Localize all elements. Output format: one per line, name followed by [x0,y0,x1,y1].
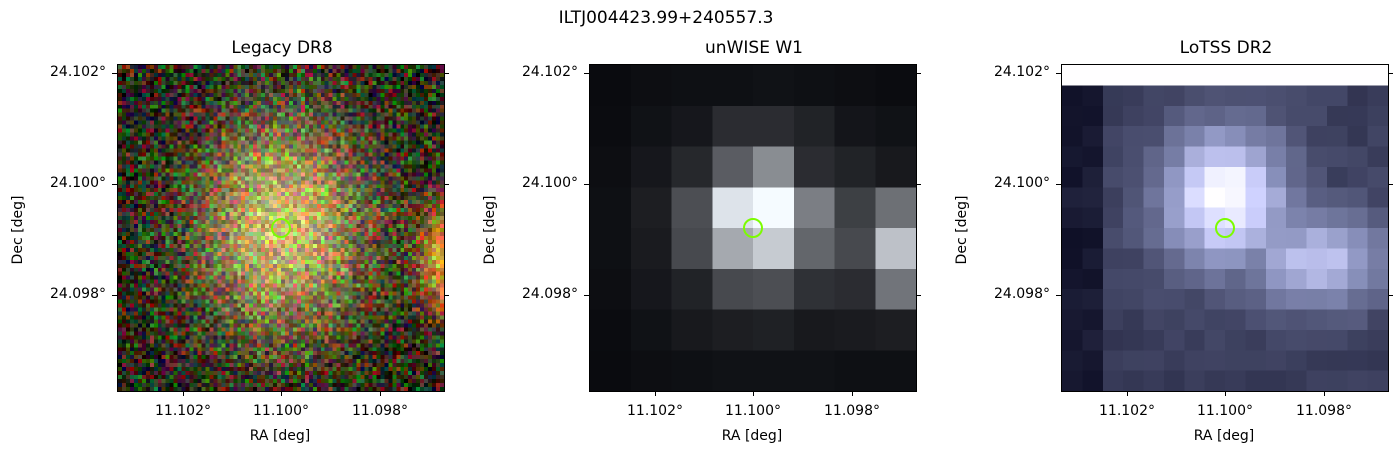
xtick-label: 11.098° [1296,403,1352,419]
xtick-label: 11.102° [627,403,683,419]
ytick-mark [444,73,449,74]
ytick-mark [1056,73,1061,74]
ytick-mark [112,73,117,74]
ytick-label: 24.100° [994,175,1050,191]
ytick-mark [112,295,117,296]
infrared-image [590,65,916,391]
ytick-mark [1056,295,1061,296]
xtick-label: 11.098° [352,403,408,419]
xtick-label: 11.102° [1099,403,1155,419]
xtick-label: 11.102° [155,403,211,419]
ytick-label: 24.100° [50,175,106,191]
xtick-mark [1225,391,1226,396]
ytick-mark [916,184,921,185]
ytick-mark [1056,184,1061,185]
image-frame [1061,64,1389,392]
ytick-label: 24.102° [522,64,578,80]
y-axis-label: Dec [deg] [954,195,970,265]
xtick-label: 11.100° [253,403,309,419]
xtick-label: 11.098° [824,403,880,419]
optical-image [118,65,444,391]
source-marker [271,218,291,238]
x-axis-label: RA [deg] [249,428,311,444]
panel-title: unWISE W1 [705,38,803,58]
ytick-mark [444,184,449,185]
xtick-mark [1324,391,1325,396]
panel-title: Legacy DR8 [231,38,333,58]
figure-title: ILTJ004423.99+240557.3 [558,8,774,28]
xtick-label: 11.100° [1197,403,1253,419]
source-marker [1215,218,1235,238]
ytick-label: 24.102° [994,64,1050,80]
panel-title: LoTSS DR2 [1179,38,1273,58]
xtick-label: 11.100° [725,403,781,419]
y-axis-label: Dec [deg] [482,195,498,265]
ytick-mark [1388,73,1393,74]
ytick-mark [112,184,117,185]
xtick-mark [281,391,282,396]
ytick-mark [1388,184,1393,185]
marker-layer [743,218,763,238]
y-axis-label: Dec [deg] [10,195,26,265]
ytick-mark [1388,295,1393,296]
radio-image [1062,65,1388,391]
ytick-mark [444,295,449,296]
ytick-mark [916,73,921,74]
xtick-mark [655,391,656,396]
ytick-label: 24.102° [50,64,106,80]
image-frame [117,64,445,392]
marker-layer [271,218,291,238]
xtick-mark [183,391,184,396]
marker-layer [1215,218,1235,238]
ytick-mark [584,73,589,74]
ytick-label: 24.100° [522,175,578,191]
ytick-mark [584,184,589,185]
xtick-mark [380,391,381,396]
xtick-mark [1127,391,1128,396]
ytick-label: 24.098° [50,286,106,302]
x-axis-label: RA [deg] [1193,428,1255,444]
ytick-mark [584,295,589,296]
xtick-mark [852,391,853,396]
xtick-mark [753,391,754,396]
ytick-mark [916,295,921,296]
image-frame [589,64,917,392]
ytick-label: 24.098° [522,286,578,302]
ytick-label: 24.098° [994,286,1050,302]
x-axis-label: RA [deg] [721,428,783,444]
source-marker [743,218,763,238]
